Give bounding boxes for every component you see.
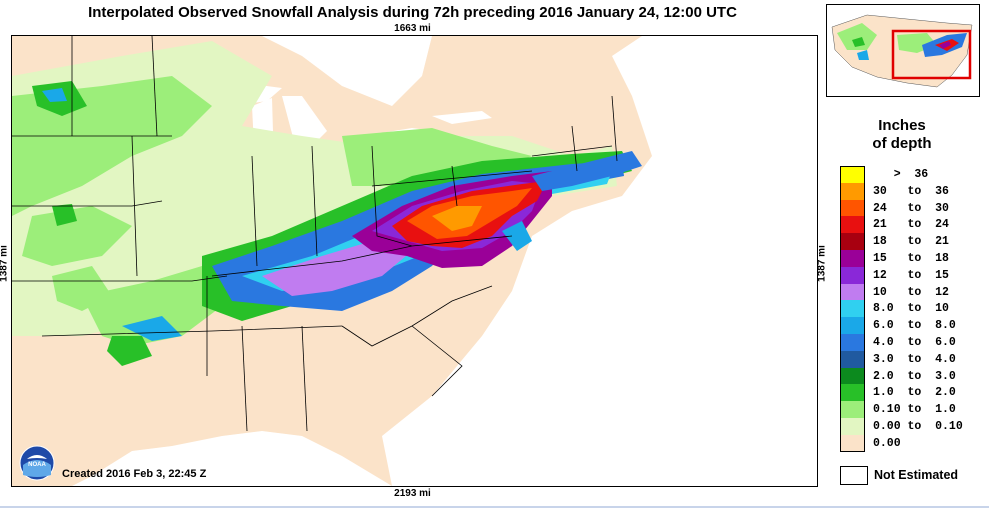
legend-swatch xyxy=(840,216,865,234)
legend-label: 1.0 to 2.0 xyxy=(873,386,956,400)
inset-locator-map xyxy=(826,4,980,97)
map-title: Interpolated Observed Snowfall Analysis … xyxy=(88,4,737,21)
legend-label: 3.0 to 4.0 xyxy=(873,352,956,366)
not-estimated-swatch xyxy=(840,466,868,485)
legend-title-line2: of depth xyxy=(872,135,932,152)
legend-title-line1: Inches xyxy=(878,117,926,134)
legend-label: 10 to 12 xyxy=(873,285,949,299)
snowfall-map[interactable] xyxy=(11,35,818,487)
legend-title: Inches of depth xyxy=(828,117,976,153)
noaa-logo-text: NOAA xyxy=(28,462,46,468)
legend-swatch xyxy=(840,401,865,418)
legend-label: 4.0 to 6.0 xyxy=(873,335,956,349)
legend-label: 0.00 to 0.10 xyxy=(873,419,963,433)
legend-swatch xyxy=(840,166,865,183)
legend-swatch xyxy=(840,333,865,351)
legend-label: 12 to 15 xyxy=(873,268,949,282)
legend-swatch xyxy=(840,300,865,318)
not-estimated-label: Not Estimated xyxy=(874,468,959,482)
legend-swatch xyxy=(840,434,865,452)
legend-label: 30 to 36 xyxy=(873,184,949,198)
legend-label: > 36 xyxy=(873,168,929,181)
distance-right-label: 1387 mi xyxy=(816,245,828,282)
legend-swatch xyxy=(840,367,865,385)
legend-label: 2.0 to 3.0 xyxy=(873,369,956,383)
legend-label: 0.00 xyxy=(873,436,901,450)
legend-label: 15 to 18 xyxy=(873,251,949,265)
inset-highlight-box xyxy=(891,29,972,80)
legend-swatch xyxy=(840,233,865,250)
legend-label: 6.0 to 8.0 xyxy=(873,319,956,333)
legend-swatch xyxy=(840,317,865,334)
legend-swatch xyxy=(840,384,865,402)
legend-swatch xyxy=(840,417,865,435)
legend-label: 21 to 24 xyxy=(873,218,949,232)
bottom-divider xyxy=(0,506,989,508)
distance-bottom-label: 2193 mi xyxy=(394,488,431,499)
legend-label: 24 to 30 xyxy=(873,201,949,215)
legend-swatch xyxy=(840,249,865,267)
distance-left-label: 1387 mi xyxy=(0,245,10,282)
legend-swatch xyxy=(840,182,865,200)
distance-top-label: 1663 mi xyxy=(394,23,431,34)
snowfall-map-canvas xyxy=(12,36,817,486)
legend-label: 8.0 to 10 xyxy=(873,302,949,316)
legend-swatch xyxy=(840,199,865,217)
inset-map-canvas xyxy=(827,5,979,96)
legend-swatch xyxy=(840,350,865,368)
legend-label: 18 to 21 xyxy=(873,235,949,249)
legend-label: 0.10 to 1.0 xyxy=(873,403,956,417)
legend-swatch xyxy=(840,283,865,301)
noaa-logo: NOAA xyxy=(19,445,55,481)
legend-swatch xyxy=(840,266,865,284)
created-timestamp: Created 2016 Feb 3, 22:45 Z xyxy=(62,468,207,480)
noaa-logo-icon: NOAA xyxy=(19,445,55,481)
